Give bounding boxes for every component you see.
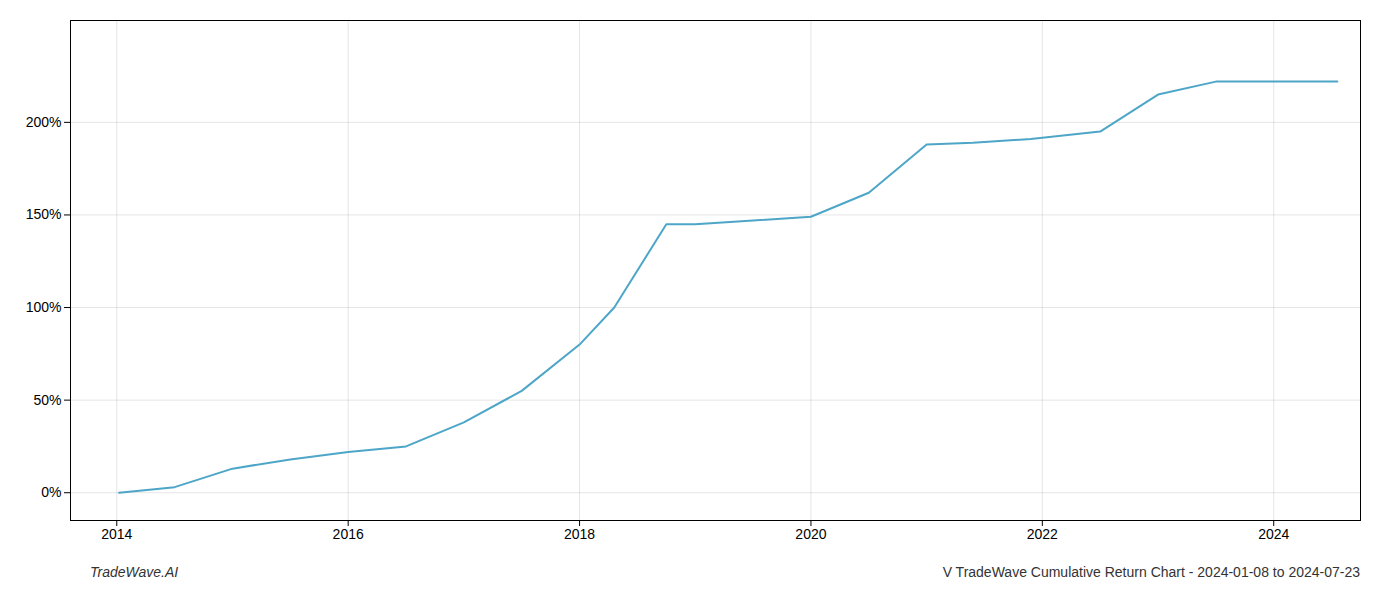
svg-text:0%: 0% — [41, 484, 61, 500]
html-text:V TradeWave Cumulative Return: V TradeWave Cumulative Return Chart - 20… — [942, 564, 1360, 580]
svg-text:2018: 2018 — [564, 526, 595, 542]
html-text:TradeWave.AI: TradeWave.AI — [90, 564, 179, 580]
svg-text:2022: 2022 — [1027, 526, 1058, 542]
svg-text:2016: 2016 — [333, 526, 364, 542]
svg-text:50%: 50% — [33, 392, 61, 408]
svg-text:200%: 200% — [26, 114, 62, 130]
svg-text:2014: 2014 — [101, 526, 132, 542]
svg-text:100%: 100% — [26, 299, 62, 315]
svg-text:2020: 2020 — [795, 526, 826, 542]
svg-text:150%: 150% — [26, 206, 62, 222]
svg-text:2024: 2024 — [1258, 526, 1289, 542]
